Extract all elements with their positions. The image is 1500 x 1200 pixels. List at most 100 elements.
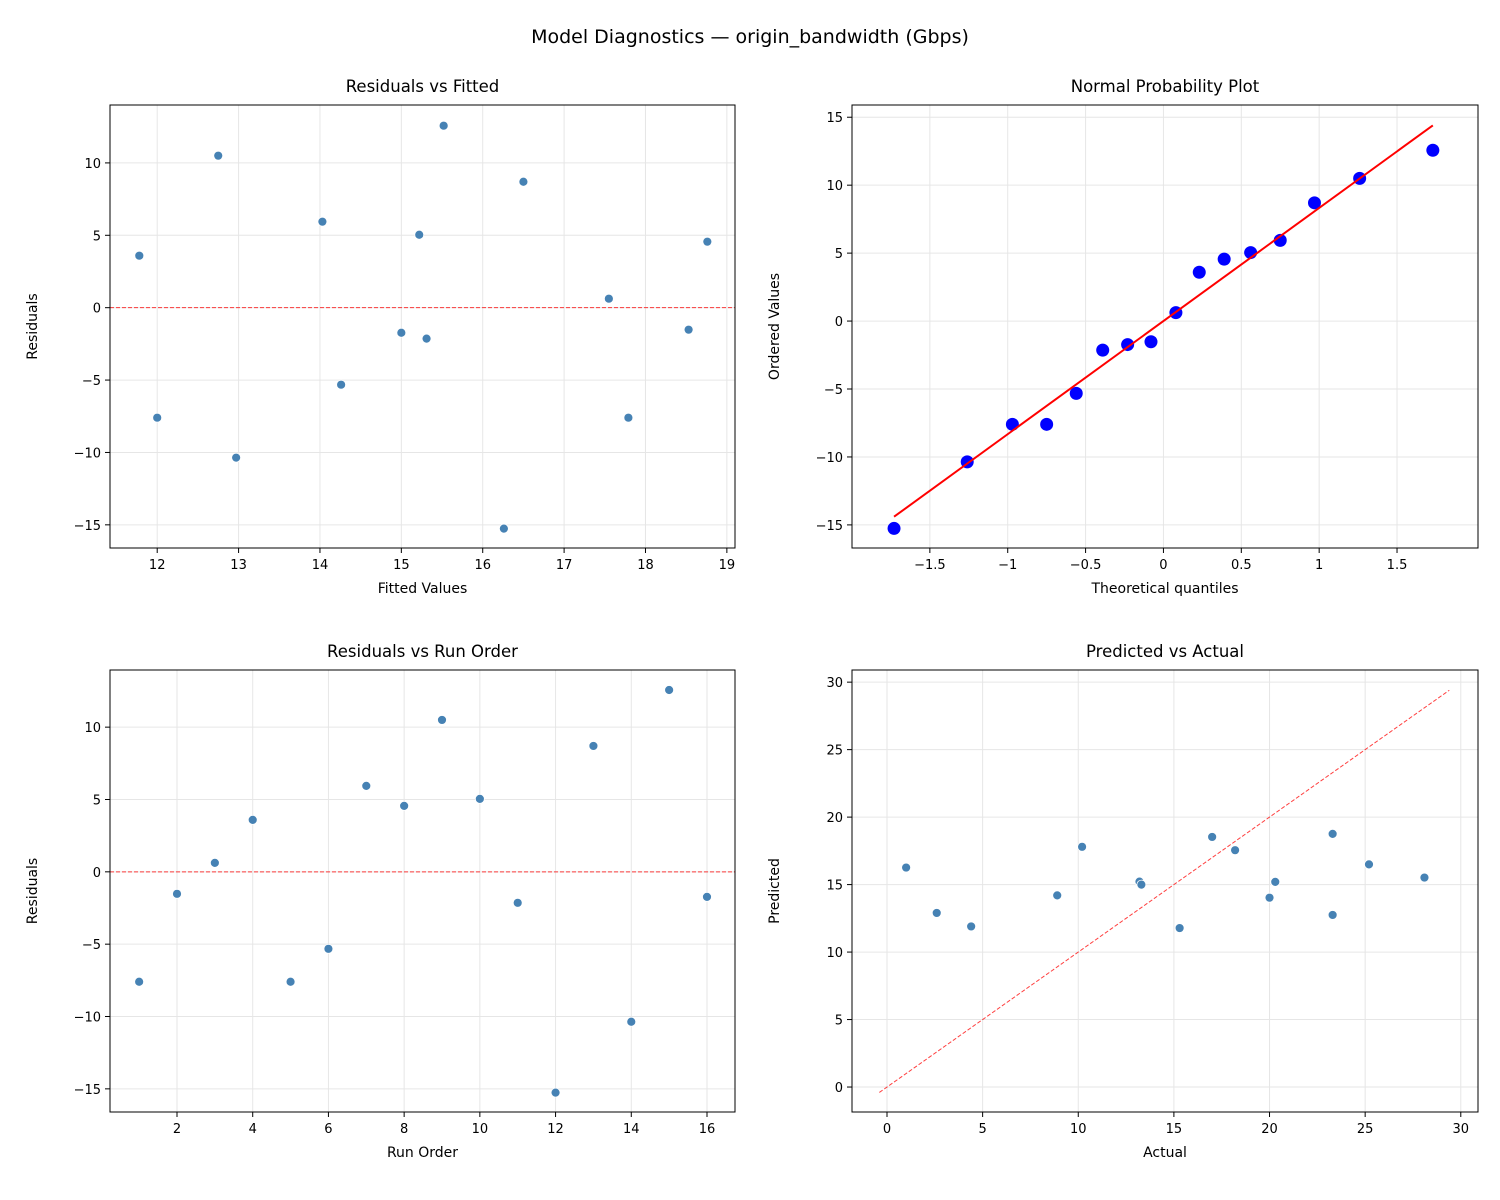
x-axis-label: Fitted Values <box>378 581 468 597</box>
data-point <box>1121 338 1135 352</box>
y-tick-label: 15 <box>826 879 843 894</box>
x-tick-label: 4 <box>249 1122 257 1137</box>
subplot-title: Residuals vs Run Order <box>327 642 518 661</box>
x-tick-label: 14 <box>312 558 329 573</box>
y-tick-label: −5 <box>824 383 843 398</box>
data-point <box>437 715 447 725</box>
x-tick-label: 5 <box>978 1122 986 1137</box>
data-point <box>152 412 163 423</box>
y-tick-label: 5 <box>835 247 843 262</box>
x-tick-label: 17 <box>556 558 573 573</box>
x-axis-label: Run Order <box>387 1145 458 1161</box>
y-tick-label: −15 <box>74 1083 101 1098</box>
x-tick-label: 15 <box>393 558 410 573</box>
y-tick-label: −15 <box>74 519 101 534</box>
y-axis-label: Ordered Values <box>767 273 783 380</box>
data-point <box>1192 265 1206 279</box>
x-tick-label: 13 <box>230 558 247 573</box>
subplot-title: Residuals vs Fitted <box>346 77 500 96</box>
x-tick-label: 15 <box>1166 1122 1183 1137</box>
data-point <box>1144 335 1158 349</box>
x-tick-label: 19 <box>719 558 736 573</box>
data-point <box>1426 143 1440 157</box>
y-tick-label: 10 <box>826 946 843 961</box>
data-point <box>512 897 523 908</box>
x-tick-label: 16 <box>474 558 491 573</box>
y-tick-label: 25 <box>826 744 843 759</box>
x-axis-label: Actual <box>1143 1145 1187 1161</box>
data-point <box>1364 859 1374 870</box>
data-point <box>931 908 942 918</box>
y-tick-label: −5 <box>82 938 101 953</box>
data-point <box>247 814 258 825</box>
y-tick-label: −15 <box>816 519 843 534</box>
y-tick-label: 0 <box>835 1081 843 1096</box>
data-point <box>1005 417 1019 431</box>
axes-frame <box>851 104 1479 549</box>
data-point <box>396 327 407 338</box>
data-point <box>1207 832 1218 842</box>
y-tick-label: −5 <box>82 374 101 389</box>
data-point <box>421 333 432 344</box>
data-point <box>209 857 220 868</box>
subplot-3: 2 4 6 8 10 12 14 16 −15 −10 −5 0 5 10 Residuals vs Run… <box>25 642 736 1161</box>
data-point <box>588 741 599 751</box>
y-tick-label: −10 <box>816 451 843 466</box>
data-point <box>518 176 529 187</box>
x-tick-label: 12 <box>547 1122 564 1137</box>
data-point <box>887 521 901 535</box>
data-point <box>323 943 334 954</box>
y-tick-label: −10 <box>74 446 101 461</box>
data-point <box>1077 841 1087 852</box>
data-point <box>399 800 410 811</box>
x-axis-label: Theoretical quantiles <box>1090 581 1238 597</box>
data-point <box>702 891 712 902</box>
data-point <box>134 976 145 987</box>
x-tick-label: 25 <box>1357 1122 1374 1137</box>
data-point <box>1052 890 1063 901</box>
subplot-title: Normal Probability Plot <box>1071 77 1260 96</box>
data-point <box>966 921 977 932</box>
x-tick-label: 10 <box>472 1122 489 1137</box>
data-point <box>361 780 372 791</box>
data-point <box>231 452 242 463</box>
data-point <box>1327 828 1338 839</box>
data-point <box>317 216 328 227</box>
data-point <box>172 888 182 899</box>
data-point <box>1419 872 1430 883</box>
data-point <box>702 236 713 247</box>
x-tick-label: −0.5 <box>1070 558 1102 573</box>
data-point <box>683 324 694 335</box>
x-tick-label: 1 <box>1315 558 1323 573</box>
data-point <box>664 685 675 695</box>
figure-title: Model Diagnostics — origin_bandwidth (Gb… <box>531 26 969 48</box>
y-tick-label: 20 <box>826 811 843 826</box>
y-tick-label: 0 <box>93 302 101 317</box>
data-point <box>626 1016 637 1027</box>
data-point <box>438 120 449 131</box>
subplot-4: 0 5 10 15 20 25 30 0 5 10 15 20 25 30 Predicted vs Act… <box>767 642 1479 1161</box>
identity-line <box>879 689 1450 1093</box>
y-axis-label: Residuals <box>25 858 41 924</box>
data-point <box>285 976 296 987</box>
data-point <box>336 379 347 390</box>
y-tick-label: 0 <box>835 315 843 330</box>
data-point <box>213 150 224 161</box>
data-point <box>603 293 614 304</box>
y-tick-label: 5 <box>835 1014 843 1029</box>
y-tick-label: 5 <box>93 229 101 244</box>
y-tick-label: 10 <box>826 179 843 194</box>
x-tick-label: 1.5 <box>1387 558 1408 573</box>
fit-line <box>893 124 1434 518</box>
data-point <box>1327 910 1338 920</box>
data-point <box>901 862 912 873</box>
x-tick-label: 16 <box>699 1122 716 1137</box>
y-tick-label: 10 <box>84 721 101 736</box>
y-tick-label: 0 <box>93 866 101 881</box>
data-point <box>550 1087 561 1098</box>
subplot-1: 12 13 14 15 16 17 18 19 −15 −10 −5 0 5 10 Residuals vs… <box>25 77 736 597</box>
x-tick-label: −1 <box>998 558 1017 573</box>
x-tick-label: −1.5 <box>914 558 946 573</box>
x-tick-label: 2 <box>173 1122 181 1137</box>
axes-frame <box>109 669 736 1113</box>
